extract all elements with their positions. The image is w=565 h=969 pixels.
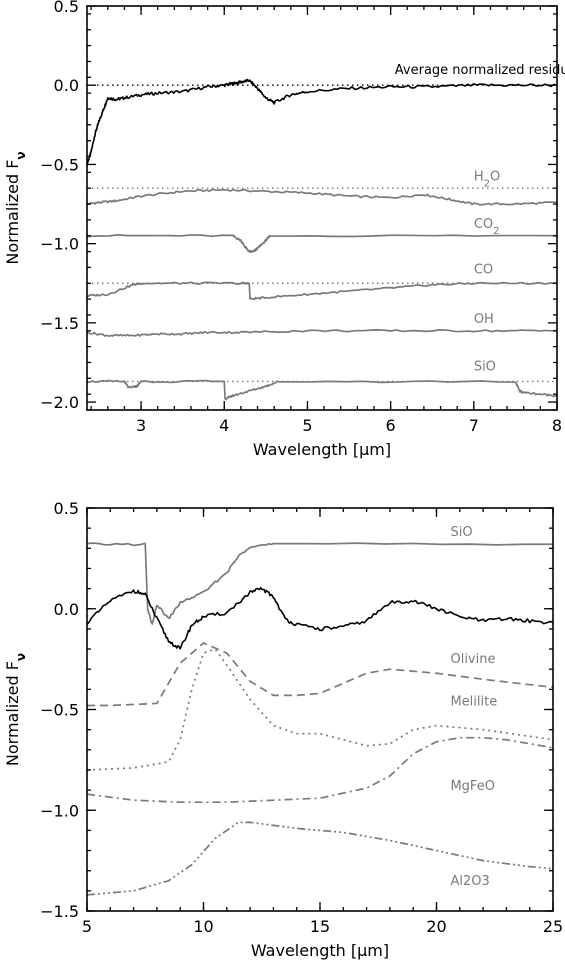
x-tick-label-1-0: 5 (82, 917, 92, 936)
series-label-1-0: SiO (450, 525, 472, 540)
series-line-0-1 (87, 188, 557, 206)
series-label-0-1: H2O (474, 169, 500, 189)
plot-frame-1 (86, 507, 554, 912)
series-line-0-0 (87, 78, 557, 166)
series-line-1-5 (87, 821, 553, 896)
y-tick-label-0-3: −1.0 (40, 235, 79, 254)
y-tick-label-1-3: −1.0 (40, 801, 79, 820)
y-tick-label-0-4: −1.5 (40, 314, 79, 333)
series-line-1-1 (87, 586, 553, 650)
series-label-0-2: CO2 (474, 217, 500, 237)
series-label-0-0: Average normalized residual (395, 63, 565, 78)
top-panel-wavelength-2-8um: Average normalized residual H2O CO2 CO OH SiO… (3, 0, 565, 459)
y-tick-label-0-5: −2.0 (40, 393, 79, 412)
x-tick-label-0-0: 3 (136, 416, 146, 435)
x-tick-label-1-1: 10 (193, 917, 213, 936)
series-line-1-0 (87, 542, 553, 625)
y-axis-title-0: Normalized Fν (3, 151, 28, 264)
y-tick-label-0-0: 0.5 (54, 0, 79, 16)
x-tick-label-0-5: 8 (552, 416, 562, 435)
series-line-0-5 (87, 379, 557, 401)
series-line-1-3 (87, 648, 553, 771)
x-axis-title-1: Wavelength [μm] (251, 941, 389, 960)
y-tick-label-1-2: −0.5 (40, 701, 79, 720)
bottom-panel-wavelength-5-25um: SiO Olivine Melilite MgFeO Al2O3 5 10 15 20 25 0.5… (3, 499, 563, 960)
series-line-0-3 (87, 281, 557, 301)
y-tick-label-1-1: 0.0 (54, 600, 79, 619)
series-label-0-4: OH (474, 312, 494, 327)
x-tick-label-0-3: 6 (386, 416, 396, 435)
plot-frame-0 (86, 5, 558, 411)
y-tick-label-0-1: 0.0 (54, 76, 79, 95)
series-label-1-5: Al2O3 (450, 874, 489, 889)
series-label-0-5: SiO (474, 359, 496, 374)
series-label-1-2: Olivine (450, 652, 495, 667)
x-tick-label-0-2: 5 (302, 416, 312, 435)
y-axis-title-1: Normalized Fν (3, 653, 28, 766)
series-label-0-3: CO (474, 263, 493, 278)
x-tick-label-1-3: 20 (426, 917, 446, 936)
y-tick-label-0-2: −0.5 (40, 155, 79, 174)
series-line-0-4 (87, 329, 557, 337)
y-tick-label-1-4: −1.5 (40, 902, 79, 921)
series-label-1-3: Melilite (450, 694, 497, 709)
x-tick-label-0-1: 4 (219, 416, 229, 435)
series-line-0-2 (87, 234, 557, 253)
x-tick-label-1-2: 15 (310, 917, 330, 936)
series-line-1-4 (87, 736, 553, 804)
x-tick-label-1-4: 25 (543, 917, 563, 936)
y-tick-label-1-0: 0.5 (54, 499, 79, 518)
x-tick-label-0-4: 7 (469, 416, 479, 435)
x-axis-title-0: Wavelength [μm] (253, 440, 391, 459)
series-label-1-4: MgFeO (450, 779, 494, 794)
series-line-1-2 (87, 642, 553, 707)
